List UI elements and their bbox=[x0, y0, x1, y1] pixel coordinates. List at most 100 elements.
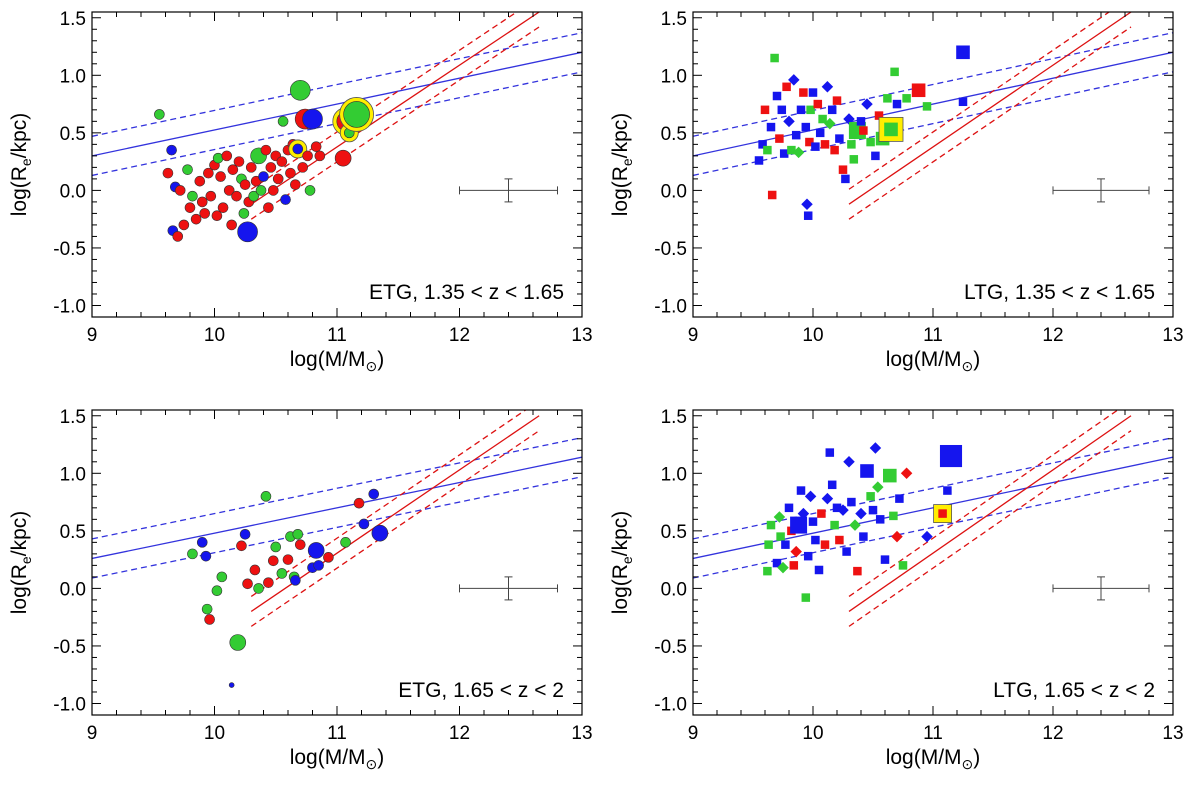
data-point bbox=[827, 480, 837, 490]
data-point bbox=[801, 198, 813, 210]
data-point bbox=[196, 196, 208, 208]
x-tick-label: 9 bbox=[87, 723, 98, 744]
data-point bbox=[821, 492, 834, 505]
data-point bbox=[900, 467, 913, 480]
data-point bbox=[866, 492, 875, 501]
x-tick-label: 12 bbox=[1042, 723, 1063, 744]
x-tick-label: 13 bbox=[1162, 723, 1183, 744]
y-tick-label: 0.0 bbox=[661, 579, 687, 600]
data-point bbox=[779, 149, 789, 158]
data-point bbox=[282, 554, 294, 565]
data-point bbox=[796, 105, 806, 115]
data-point bbox=[859, 532, 868, 541]
x-tick-label: 10 bbox=[204, 325, 225, 346]
data-point bbox=[194, 175, 206, 187]
panel-etg-low-z: 9 10 11 12 13 -1.0 -0.5 0.0 0.5 1.0 1.5 ETG, 1.35 <… bbox=[8, 9, 593, 374]
x-title-sub: ⊙ bbox=[962, 756, 974, 772]
data-point bbox=[859, 126, 868, 135]
data-point bbox=[292, 143, 304, 155]
data-point bbox=[292, 529, 304, 540]
red-fit-line bbox=[848, 415, 1132, 612]
data-point bbox=[766, 520, 776, 530]
data-point bbox=[182, 164, 193, 175]
y-tick-label: 0.0 bbox=[60, 181, 86, 202]
x-tick-label: 11 bbox=[923, 325, 943, 346]
data-point bbox=[290, 575, 301, 586]
blue-fit-line bbox=[693, 456, 1173, 560]
y-title-sub: e bbox=[619, 158, 635, 166]
data-point bbox=[838, 165, 848, 174]
data-point bbox=[276, 156, 288, 167]
data-point bbox=[253, 583, 264, 594]
data-point bbox=[868, 505, 878, 515]
data-point bbox=[277, 116, 289, 127]
data-point bbox=[860, 464, 874, 478]
data-point bbox=[782, 82, 791, 92]
data-point bbox=[797, 507, 810, 520]
data-point bbox=[764, 540, 773, 549]
data-point bbox=[239, 179, 251, 190]
data-point bbox=[827, 105, 837, 115]
blue-fit-upper bbox=[92, 436, 582, 540]
y-title-rest: /kpc) bbox=[8, 511, 31, 557]
data-point bbox=[270, 541, 282, 553]
data-point bbox=[784, 503, 794, 513]
y-tick-label: -1.0 bbox=[654, 296, 687, 317]
data-point bbox=[902, 94, 911, 103]
data-point bbox=[172, 231, 184, 242]
data-point bbox=[776, 532, 785, 541]
y-title-rest: /kpc) bbox=[8, 113, 31, 159]
y-title-rest: /kpc) bbox=[609, 511, 632, 557]
data-point bbox=[939, 444, 963, 468]
data-point bbox=[203, 167, 214, 179]
data-point bbox=[818, 114, 827, 124]
data-point bbox=[187, 548, 198, 560]
data-point bbox=[285, 167, 296, 179]
data-point bbox=[884, 122, 898, 137]
x-title-rest: ) bbox=[377, 348, 384, 371]
data-point bbox=[187, 190, 198, 202]
red-fit-line bbox=[848, 12, 1132, 205]
data-point bbox=[323, 552, 334, 563]
data-point bbox=[763, 566, 772, 576]
data-point bbox=[166, 144, 177, 156]
data-point bbox=[201, 603, 213, 615]
data-point bbox=[817, 509, 826, 518]
data-point bbox=[938, 509, 947, 518]
data-point bbox=[184, 202, 196, 213]
data-point bbox=[267, 185, 279, 196]
data-point bbox=[340, 537, 351, 548]
data-point bbox=[249, 564, 261, 576]
data-point bbox=[825, 448, 835, 457]
y-tick-label: 1.0 bbox=[661, 66, 687, 87]
data-point bbox=[808, 88, 818, 97]
data-point bbox=[310, 141, 322, 152]
data-point bbox=[805, 137, 814, 147]
plot-area bbox=[92, 410, 582, 688]
data-point bbox=[787, 145, 796, 155]
data-point bbox=[849, 155, 859, 164]
red-fit-lower bbox=[848, 26, 1132, 220]
data-point bbox=[297, 162, 309, 173]
red-fit-lower bbox=[250, 26, 540, 220]
data-point bbox=[783, 115, 795, 128]
data-point bbox=[791, 130, 801, 140]
data-point bbox=[260, 491, 272, 502]
x-tick-label: 11 bbox=[327, 723, 347, 744]
data-point bbox=[849, 519, 861, 531]
data-point bbox=[890, 67, 899, 77]
data-point bbox=[205, 190, 217, 202]
data-point bbox=[766, 122, 776, 132]
data-point bbox=[221, 150, 233, 162]
data-point bbox=[824, 117, 836, 130]
data-point bbox=[368, 488, 380, 500]
data-point bbox=[775, 134, 784, 143]
data-point bbox=[808, 517, 818, 526]
y-tick-label: 0.5 bbox=[661, 522, 687, 543]
y-axis-title: log(Re/kpc) bbox=[609, 113, 635, 217]
data-point bbox=[313, 560, 324, 571]
data-point bbox=[178, 219, 190, 231]
data-point bbox=[922, 102, 932, 111]
y-tick-label: 1.0 bbox=[60, 464, 86, 485]
y-tick-label: -0.5 bbox=[53, 239, 86, 260]
